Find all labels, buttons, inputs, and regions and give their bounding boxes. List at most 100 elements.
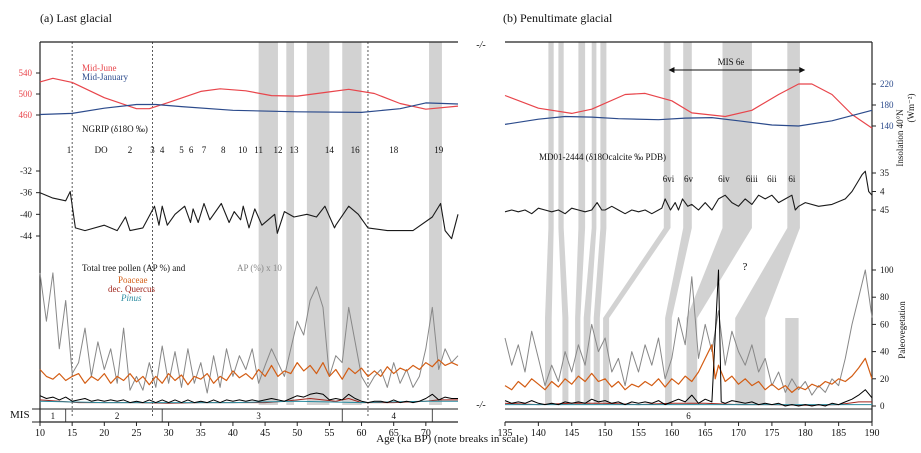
md01-tick-2: 45 bbox=[880, 205, 890, 215]
x-tick-label-b-10: 185 bbox=[831, 428, 846, 439]
ngrip-is-label-16: 19 bbox=[434, 145, 444, 155]
ngrip-tick-1: -36 bbox=[20, 188, 32, 198]
break-symbol-bottom: -/- bbox=[476, 400, 485, 411]
md01-label: MD01-2444 (δ18Ocalcite ‰ PDB) bbox=[539, 152, 666, 162]
ngrip-is-label-10: 11 bbox=[254, 145, 263, 155]
mis-axis-label: MIS bbox=[10, 409, 30, 421]
series-a-poaceae bbox=[39, 359, 459, 386]
x-tick-label-a-4: 30 bbox=[164, 428, 174, 439]
insolation-yunit: (Wm⁻²) bbox=[906, 94, 916, 123]
shaded-band-b-3 bbox=[583, 42, 597, 405]
series-a-ap bbox=[39, 392, 458, 404]
paleoveg-tick-0: 0 bbox=[880, 401, 885, 411]
x-axis-label: Age (ka BP) (note breaks in scale) bbox=[376, 433, 528, 445]
panel-a-title: (a) Last glacial bbox=[40, 11, 113, 25]
shaded-band-b-extra-0 bbox=[785, 318, 799, 405]
x-tick-label-b-8: 175 bbox=[764, 428, 779, 439]
legend-mid-january: Mid-January bbox=[82, 72, 128, 82]
insolation-ylabel: Insolation 40°N bbox=[895, 109, 905, 167]
x-tick-label-b-5: 160 bbox=[664, 428, 679, 439]
x-tick-label-a-5: 35 bbox=[196, 428, 206, 439]
paleoveg-tick-5: 100 bbox=[880, 265, 894, 275]
shaded-band-a-1 bbox=[286, 42, 295, 405]
md01-stadial-label-1: 6v bbox=[684, 174, 694, 184]
shaded-band-a-0 bbox=[258, 42, 278, 405]
question-mark: ? bbox=[743, 261, 748, 273]
insolation-a-tick-0: 460 bbox=[19, 110, 33, 120]
x-tick-label-b-3: 150 bbox=[598, 428, 613, 439]
series-b-insolation-june bbox=[504, 83, 873, 129]
ngrip-tick-2: -40 bbox=[20, 209, 32, 219]
mis-label-a-1: 2 bbox=[115, 411, 120, 421]
ngrip-is-label-13: 14 bbox=[325, 145, 335, 155]
x-tick-label-b-6: 165 bbox=[698, 428, 713, 439]
ngrip-is-label-5: 5 bbox=[179, 145, 184, 155]
md01-stadial-label-0: 6vi bbox=[663, 174, 675, 184]
x-tick-label-b-0: 135 bbox=[498, 428, 513, 439]
md01-stadial-label-5: 6i bbox=[788, 174, 796, 184]
insolation-b-tick-0: 140 bbox=[880, 121, 894, 131]
ngrip-is-label-7: 7 bbox=[202, 145, 207, 155]
paleoveg-tick-2: 40 bbox=[880, 347, 890, 357]
md01-tick-0: 35 bbox=[880, 168, 890, 178]
shaded-band-b-1 bbox=[558, 42, 569, 405]
x-tick-label-a-10: 60 bbox=[357, 428, 367, 439]
mis6e-arrow-left bbox=[668, 67, 675, 73]
ngrip-is-label-9: 10 bbox=[238, 145, 248, 155]
mis6e-arrow-right bbox=[799, 67, 806, 73]
series-b-poaceae bbox=[504, 344, 873, 393]
ngrip-is-label-0: 1 bbox=[67, 145, 72, 155]
shaded-band-a-2 bbox=[306, 42, 330, 405]
paleoveg-tick-4: 80 bbox=[880, 292, 890, 302]
ngrip-is-label-8: 8 bbox=[221, 145, 226, 155]
break-symbol-top: -/- bbox=[476, 40, 485, 51]
mis-label-b-0: 6 bbox=[686, 411, 691, 421]
insolation-b-tick-1: 180 bbox=[880, 100, 894, 110]
paleoveg-tick-3: 60 bbox=[880, 319, 890, 329]
x-tick-label-a-1: 15 bbox=[67, 428, 77, 439]
shaded-band-b-4 bbox=[593, 42, 607, 405]
legend-mid-june: Mid-June bbox=[82, 63, 117, 73]
series-a-pinus bbox=[39, 400, 458, 404]
series-a-ngrip bbox=[39, 191, 459, 240]
shaded-band-a-3 bbox=[342, 42, 362, 405]
x-tick-label-a-7: 45 bbox=[260, 428, 270, 439]
panel-b-title: (b) Penultimate glacial bbox=[503, 11, 613, 25]
shaded-band-b-7 bbox=[686, 42, 752, 405]
ngrip-is-label-15: 18 bbox=[389, 145, 399, 155]
series-b-insolation-january bbox=[504, 109, 873, 127]
series-a-ap-x10 bbox=[39, 272, 459, 394]
legend-pinus: Pinus bbox=[120, 293, 142, 303]
ngrip-is-label-12: 13 bbox=[290, 145, 300, 155]
ngrip-is-label-6: 6 bbox=[189, 145, 194, 155]
legend-poaceae: Poaceae bbox=[118, 275, 147, 285]
md01-stadial-label-2: 6iv bbox=[718, 174, 730, 184]
shaded-band-b-2 bbox=[575, 42, 586, 405]
x-tick-label-b-1: 140 bbox=[531, 428, 546, 439]
shaded-band-b-0 bbox=[545, 42, 554, 405]
ngrip-is-label-3: 3 bbox=[150, 145, 155, 155]
x-tick-label-a-8: 50 bbox=[292, 428, 302, 439]
md01-stadial-label-3: 6iii bbox=[746, 174, 759, 184]
paleovegetation-ylabel: Paleovegetation bbox=[897, 301, 907, 359]
legend-total-tree-pollen: Total tree pollen (AP %) and bbox=[82, 263, 186, 273]
series-a-insolation-january bbox=[39, 102, 459, 116]
legend-quercus: dec. Quercus bbox=[108, 284, 155, 294]
series-b-ap bbox=[504, 269, 873, 407]
x-tick-label-a-9: 55 bbox=[324, 428, 334, 439]
md01-tick-1: 4 bbox=[880, 187, 885, 197]
series-a-insolation-june bbox=[39, 77, 459, 110]
paleoveg-tick-1: 20 bbox=[880, 374, 890, 384]
x-tick-label-a-2: 20 bbox=[99, 428, 109, 439]
mis-label-a-2: 3 bbox=[256, 411, 261, 421]
x-tick-label-b-11: 190 bbox=[865, 428, 880, 439]
series-b-md01 bbox=[504, 170, 873, 215]
insolation-a-tick-2: 540 bbox=[19, 68, 33, 78]
x-tick-label-a-6: 40 bbox=[228, 428, 238, 439]
x-tick-label-b-7: 170 bbox=[731, 428, 746, 439]
x-tick-label-b-4: 155 bbox=[631, 428, 646, 439]
shaded-band-b-8 bbox=[735, 42, 800, 405]
x-tick-label-a-3: 25 bbox=[131, 428, 141, 439]
